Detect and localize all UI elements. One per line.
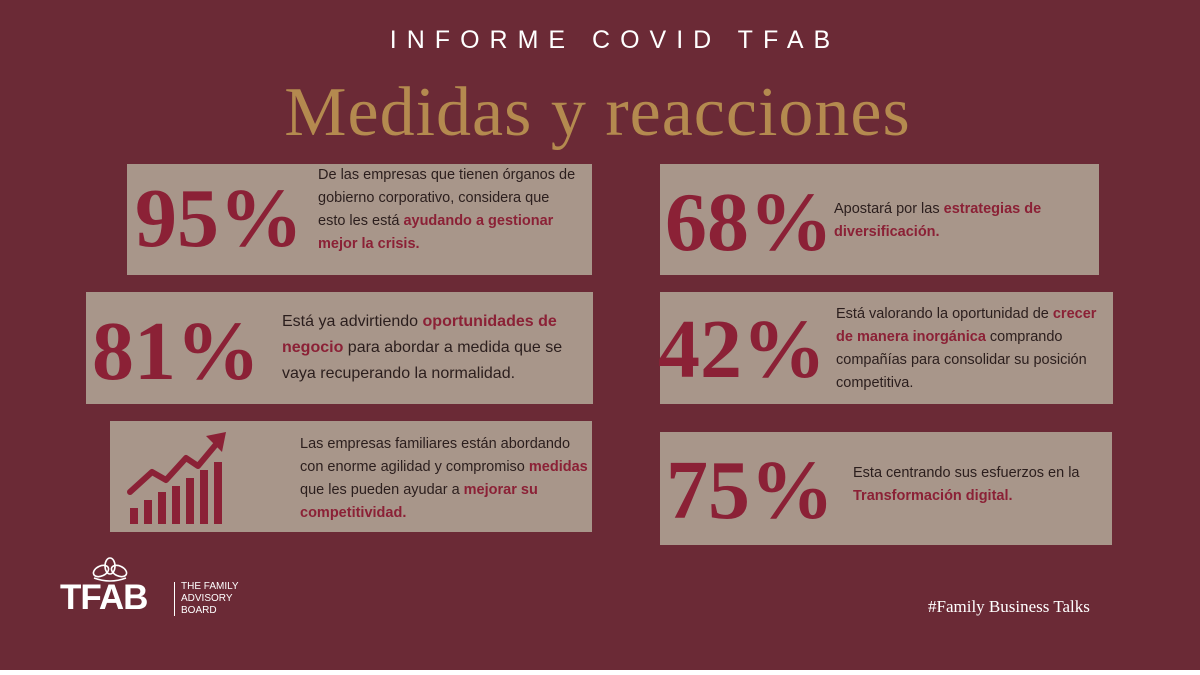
growth-chart-icon (127, 432, 226, 524)
stat-highlight: medidas (528, 459, 588, 475)
stat-text: comprando compañías para consolidar su p… (836, 329, 1087, 391)
stat-description: De las empresas que tienen órganos de go… (318, 164, 580, 256)
stat-card-81: 81% Está ya advirtiendo oportunidades de… (86, 292, 593, 404)
stat-description: Está ya advirtiendo oportunidades de neg… (282, 309, 582, 387)
hashtag: #Family Business Talks (928, 597, 1090, 616)
stat-card-95: 95% De las empresas que tienen órganos d… (127, 164, 592, 275)
logo-tagline: THE FAMILY ADVISORY BOARD (181, 581, 239, 617)
stat-card-75: 75% Esta centrando sus esfuerzos en la T… (660, 432, 1112, 545)
logo-divider (174, 582, 175, 616)
logo-tagline-line: ADVISORY (181, 593, 233, 604)
stat-highlight: oportunidades de negocio (282, 313, 557, 356)
stat-text: Está valorando la oportunidad de (836, 306, 1053, 322)
stat-percent: 42% (658, 303, 826, 396)
stat-text: Está ya advirtiendo (282, 313, 423, 330)
stat-highlight: mejorar su competitividad. (300, 482, 538, 521)
stat-percent: 81% (92, 305, 260, 398)
stat-percent: 68% (665, 176, 833, 269)
stat-percent: 75% (666, 444, 834, 537)
bottom-strip (0, 670, 1200, 675)
logo-tagline-line: BOARD (181, 605, 217, 616)
stat-highlight: ayudando a gestionar mejor la crisis. (318, 213, 554, 252)
stat-text: De las empresas que tienen órganos de go… (318, 167, 576, 229)
stat-text: Las empresas familiares están abordando … (300, 436, 571, 475)
logo-tagline-line: THE FAMILY (181, 581, 239, 592)
logo-wordmark: TFAB (60, 578, 148, 617)
stat-description: Las empresas familiares están abordando … (300, 433, 590, 525)
page-title: Medidas y reacciones (284, 74, 911, 151)
stat-text: Apostará por las (834, 201, 944, 217)
report-kicker: INFORME COVID TFAB (389, 26, 841, 54)
stat-text: que les pueden ayudar a (300, 482, 464, 498)
stat-card-68: 68% Apostará por las estrategias de dive… (660, 164, 1099, 275)
stat-highlight: crecer de manera inorgánica (836, 306, 1097, 345)
stat-highlight: Transformación digital. (853, 488, 1013, 504)
stat-card-42: 42% Está valorando la oportunidad de cre… (658, 292, 1113, 404)
tfab-logo: TFAB THE FAMILY ADVISORY BOARD (60, 556, 250, 618)
stat-description: Esta centrando sus esfuerzos en la Trans… (853, 462, 1103, 508)
stat-text: para abordar a medida que se vaya recupe… (282, 339, 563, 382)
stat-description: Apostará por las estrategias de diversif… (834, 198, 1089, 244)
stat-percent: 95% (135, 172, 303, 265)
stat-description: Está valorando la oportunidad de crecer … (836, 303, 1098, 395)
stat-highlight: estrategias de diversificación. (834, 201, 1042, 240)
stat-text: Esta centrando sus esfuerzos en la (853, 465, 1080, 481)
lotus-icon (92, 557, 128, 582)
